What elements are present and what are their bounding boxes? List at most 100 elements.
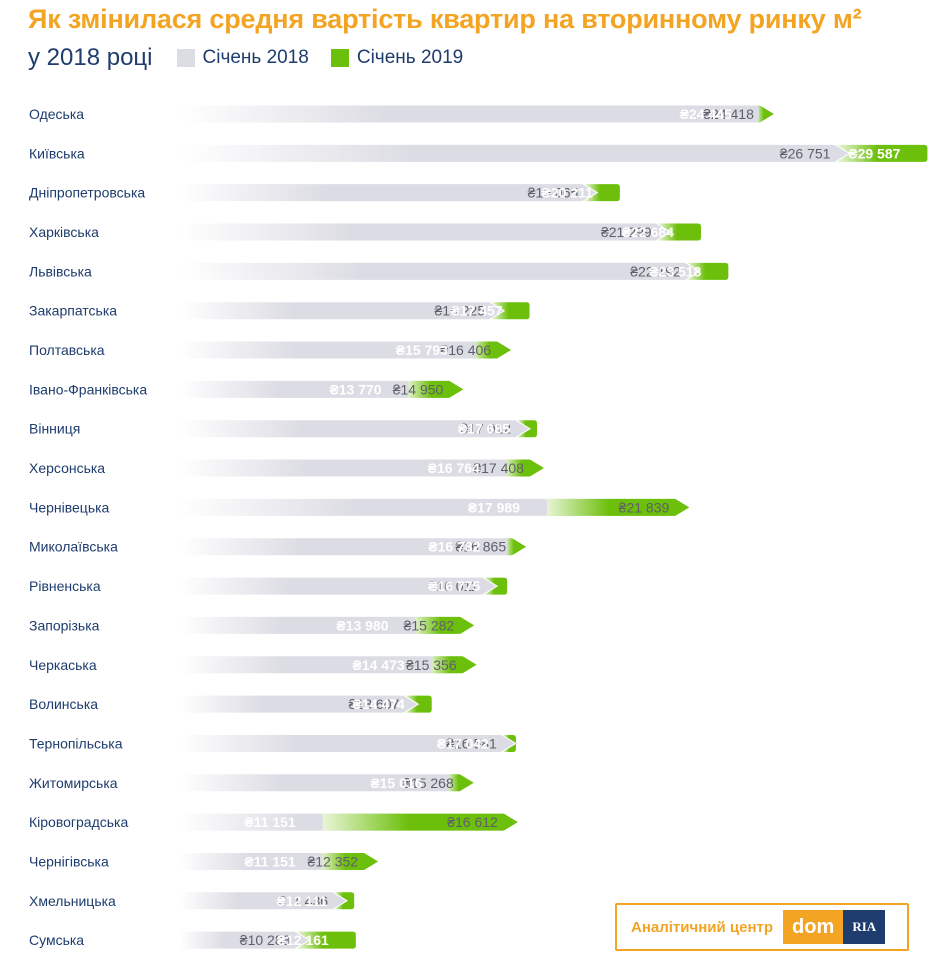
category-label: Тернопільська	[29, 735, 123, 751]
bar-2018	[180, 734, 515, 752]
category-label: Одеська	[29, 106, 84, 122]
value-label-2019: ₴14 473	[353, 657, 405, 673]
category-label: Чернівецька	[29, 499, 110, 515]
category-label: Дніпропетровська	[29, 185, 145, 201]
analytics-center-logo: Аналітичний центр dom RIA	[615, 903, 909, 951]
category-label: Сумська	[29, 932, 84, 948]
bar-2019	[471, 341, 512, 359]
category-label: Хмельницька	[29, 893, 116, 909]
bar-2019	[836, 144, 928, 162]
logo-brand: dom	[783, 910, 844, 944]
category-label: Закарпатська	[29, 303, 117, 319]
bar-2018	[180, 616, 473, 634]
value-label-2019: ₴13 770	[329, 381, 381, 397]
subtitle-row: у 2018 році Січень 2018 Січень 2019	[28, 44, 485, 72]
bar-2019	[296, 931, 356, 949]
value-label-2019: ₴11 151	[244, 853, 296, 869]
bar-2019	[484, 577, 508, 595]
bar-2018	[180, 223, 670, 241]
value-label-2018: ₴15 282	[404, 617, 455, 633]
value-label-2018: ₴15 268	[403, 775, 454, 791]
value-label-2018: ₴16 011	[429, 578, 479, 594]
value-label-2019: ₴15 016	[370, 775, 422, 791]
value-label-2019: ₴22 684	[622, 224, 674, 240]
value-label-2019: ₴17 457	[450, 303, 502, 319]
category-label: Житомирська	[29, 775, 118, 791]
bar-2018	[180, 184, 597, 202]
bar-2019	[504, 538, 527, 556]
bar-2018	[180, 774, 472, 792]
chart-title: Як змінилася средня вартість квартир на …	[28, 4, 862, 34]
bar-2018	[180, 538, 525, 556]
bar-2019	[491, 302, 530, 320]
bar-2019	[319, 813, 518, 831]
category-label: Херсонська	[29, 460, 105, 476]
bar-2019	[503, 459, 544, 477]
value-label-2018: ₴26 751	[780, 145, 831, 161]
value-label-2019: ₴16 775	[428, 578, 480, 594]
value-label-2019: ₴23 518	[649, 263, 701, 279]
bar-2019	[502, 734, 517, 752]
bar-2019	[405, 380, 464, 398]
bar-2019	[405, 695, 432, 713]
domria-logo-mark: dom RIA	[783, 910, 886, 944]
legend-swatch-2018	[176, 49, 195, 67]
bar-2018	[180, 144, 849, 162]
value-label-2019: ₴16 764	[428, 460, 480, 476]
bar-2019	[686, 262, 729, 280]
value-label-2018: ₴17 408	[473, 460, 524, 476]
bar-2018	[180, 892, 347, 910]
bar-2018	[180, 695, 418, 713]
value-label-2019: ₴16 782	[428, 539, 480, 555]
bar-2019	[446, 774, 474, 792]
value-label-2018: ₴24 418	[703, 106, 754, 122]
value-label-2018: ₴16 406	[440, 342, 491, 358]
value-label-2019: ₴29 587	[848, 145, 900, 161]
category-label: Миколаївська	[29, 539, 118, 555]
value-label-2018: ₴19 065	[528, 185, 579, 201]
bar-2019	[428, 656, 477, 674]
value-label-2019: ₴13 980	[336, 617, 388, 633]
legend-label-2019: Січень 2019	[356, 47, 464, 68]
bar-2018	[180, 341, 510, 359]
bar-2019	[319, 852, 379, 870]
value-label-2018: ₴14 950	[393, 381, 444, 397]
legend-label-2018: Січень 2018	[202, 47, 309, 68]
value-label-2018: ₴16 612	[447, 814, 498, 830]
category-label: Харківська	[29, 224, 99, 240]
value-label-2019: ₴24 445	[680, 106, 732, 122]
bar-2018	[180, 577, 497, 595]
bar-2019	[543, 498, 690, 516]
bar-2019	[584, 184, 620, 202]
value-label-2019: ₴17 042	[437, 735, 489, 751]
bar-2018	[180, 931, 309, 949]
category-label: Львівська	[29, 263, 92, 279]
value-label-2018: ₴13 607	[349, 696, 400, 712]
category-label: Запорізька	[29, 617, 100, 633]
value-label-2018: ₴17 012	[460, 421, 511, 437]
value-label-2018: ₴22 192	[630, 263, 681, 279]
logo-brand-suffix: RIA	[843, 910, 886, 944]
value-label-2018: ₴16 581	[446, 735, 497, 751]
logo-caption: Аналітичний центр	[631, 918, 774, 936]
legend-item-2018: Січень 2018	[176, 47, 309, 69]
legend-item-2019: Січень 2019	[330, 47, 464, 69]
bar-2019	[657, 223, 701, 241]
bar-2018	[180, 380, 462, 398]
value-label-2019: ₴11 151	[244, 814, 296, 830]
category-label: Волинська	[29, 696, 98, 712]
value-label-2018: ₴10 288	[240, 932, 291, 948]
category-label: Полтавська	[29, 342, 105, 358]
value-label-2019: ₴15 793	[396, 342, 448, 358]
value-label-2019: ₴17 989	[468, 499, 520, 515]
category-label: Рівненська	[29, 578, 101, 594]
value-label-2018: ₴16 225	[435, 303, 486, 319]
value-label-2019: ₴14 474	[353, 696, 405, 712]
value-label-2019: ₴12 161	[277, 932, 329, 948]
value-label-2018: ₴21 839	[619, 499, 670, 515]
legend-swatch-2019	[330, 49, 349, 67]
category-label: Київська	[29, 145, 85, 161]
value-label-2018: ₴15 356	[406, 657, 457, 673]
bar-2018	[180, 262, 699, 280]
